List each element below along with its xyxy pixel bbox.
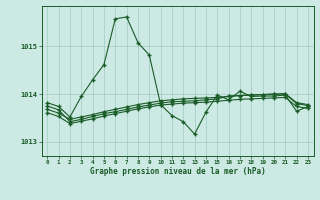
X-axis label: Graphe pression niveau de la mer (hPa): Graphe pression niveau de la mer (hPa) — [90, 167, 266, 176]
